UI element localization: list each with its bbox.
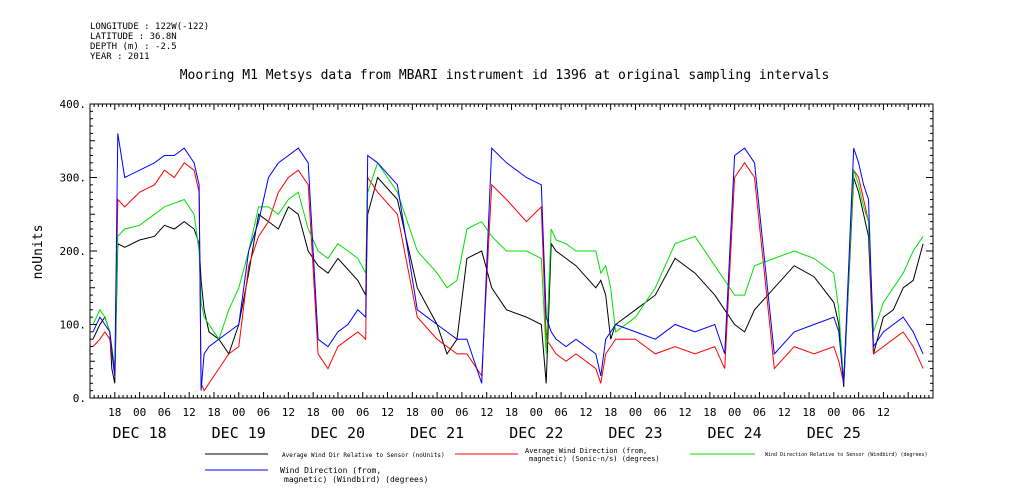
x-tick-label: 12 — [778, 406, 791, 419]
series-line-1 — [92, 176, 924, 388]
x-tick-label: 06 — [554, 406, 567, 419]
x-axis: 18 00 06 12 18 00 06 12 18 00 06 12 18 00 06 12 18 00 06 12… — [89, 104, 934, 442]
x-tick-label: 18 — [505, 406, 518, 419]
x-day-label: DEC 21 — [410, 424, 464, 442]
depth-text: DEPTH (m) : -2.5 — [90, 42, 177, 52]
x-tick-label: 18 — [802, 406, 815, 419]
x-tick-label: 06 — [852, 406, 865, 419]
x-tick-label: 00 — [629, 406, 642, 419]
x-tick-label: 00 — [331, 406, 344, 419]
longitude-text: LONGITUDE : 122W(-122) — [90, 22, 210, 32]
latitude-text: LATITUDE : 36.8N — [90, 32, 177, 42]
legend-label-s3: Wind Direction Relative to Sensor (Windb… — [765, 452, 928, 458]
x-tick-label: 12 — [480, 406, 493, 419]
x-tick-label: 00 — [133, 406, 146, 419]
y-tick-label: 300. — [60, 172, 87, 185]
x-tick-label: 00 — [530, 406, 543, 419]
legend: Average Wind Dir Relative to Sensor (noU… — [205, 447, 928, 484]
x-day-label: DEC 23 — [608, 424, 662, 442]
x-tick-label: 00 — [232, 406, 245, 419]
x-tick-label: 12 — [877, 406, 890, 419]
legend-label-s1: Average Wind Dir Relative to Sensor (noU… — [282, 452, 445, 459]
x-tick-label: 00 — [827, 406, 840, 419]
x-tick-label: 12 — [381, 406, 394, 419]
legend-label-s2b: magnetic) (Sonic-n/s) (degrees) — [529, 455, 660, 463]
x-tick-label: 18 — [108, 406, 121, 419]
x-tick-label: 18 — [307, 406, 320, 419]
y-tick-label: 100. — [60, 319, 87, 332]
x-tick-label: 12 — [678, 406, 691, 419]
legend-label-s4a: Wind Direction (from, — [280, 466, 381, 475]
y-axis: 0. 100. 200. 300. 400. — [60, 98, 933, 405]
x-tick-label: 12 — [282, 406, 295, 419]
x-day-label: DEC 19 — [212, 424, 266, 442]
x-day-label: DEC 24 — [708, 424, 762, 442]
legend-label-s4b: magnetic) (Windbird) (degrees) — [284, 475, 429, 484]
x-tick-label: 00 — [430, 406, 443, 419]
x-tick-label: 06 — [158, 406, 171, 419]
x-tick-label: 06 — [753, 406, 766, 419]
x-tick-label: 06 — [455, 406, 468, 419]
x-tick-label: 06 — [356, 406, 369, 419]
y-tick-label: 200. — [60, 245, 87, 258]
x-day-label: DEC 22 — [509, 424, 563, 442]
x-day-label: DEC 18 — [112, 424, 166, 442]
series-line-2 — [92, 161, 924, 392]
x-tick-label: 18 — [604, 406, 617, 419]
x-tick-label: 18 — [406, 406, 419, 419]
legend-label-s2a: Average Wind Direction (from, — [525, 447, 647, 455]
x-tick-label: 12 — [579, 406, 592, 419]
x-day-label: DEC 25 — [807, 424, 861, 442]
x-tick-label: 06 — [654, 406, 667, 419]
x-day-label: DEC 20 — [311, 424, 365, 442]
metadata-block: LONGITUDE : 122W(-122) LATITUDE : 36.8N … — [90, 22, 209, 62]
chart-title: Mooring M1 Metsys data from MBARI instru… — [179, 68, 830, 83]
series-line-3 — [92, 161, 924, 384]
y-tick-label: 0. — [73, 392, 86, 405]
y-axis-label: noUnits — [31, 225, 46, 280]
series-line-4 — [92, 133, 924, 391]
x-tick-label: 12 — [183, 406, 196, 419]
y-tick-label: 400. — [60, 98, 87, 111]
year-text: YEAR : 2011 — [90, 52, 150, 62]
x-tick-label: 18 — [207, 406, 220, 419]
series-lines — [92, 133, 924, 392]
x-tick-label: 18 — [703, 406, 716, 419]
x-tick-label: 06 — [257, 406, 270, 419]
x-tick-label: 00 — [728, 406, 741, 419]
